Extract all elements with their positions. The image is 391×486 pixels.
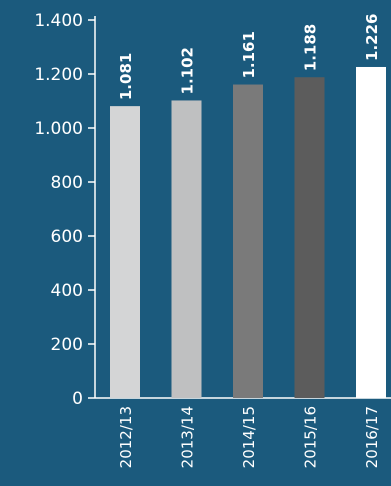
y-tick-label: 1.400: [34, 11, 83, 31]
x-category-label: 2012/13: [117, 406, 135, 468]
x-category-label: 2015/16: [302, 406, 320, 468]
y-tick-label: 200: [51, 335, 83, 355]
bar-value-label: 1.081: [117, 53, 135, 100]
bar: [356, 66, 386, 398]
x-category-label: 2014/15: [240, 406, 258, 468]
y-tick-label: 600: [51, 227, 83, 247]
bar-value-label: 1.102: [179, 47, 197, 94]
bar-value-label: 1.161: [240, 31, 258, 78]
bar-value-label: 1.188: [302, 24, 320, 71]
x-category-label: 2013/14: [179, 406, 197, 468]
bar-value-label: 1.226: [363, 14, 381, 61]
y-tick-label: 400: [51, 281, 83, 301]
bar: [110, 106, 140, 398]
y-tick-label: 800: [51, 173, 83, 193]
bar: [233, 84, 263, 398]
y-tick-label: 1.000: [34, 119, 83, 139]
bar: [171, 100, 202, 399]
y-tick-label: 1.200: [34, 65, 83, 85]
y-tick-label: 0: [72, 389, 83, 409]
x-category-label: 2016/17: [363, 406, 381, 468]
bar: [294, 77, 325, 399]
